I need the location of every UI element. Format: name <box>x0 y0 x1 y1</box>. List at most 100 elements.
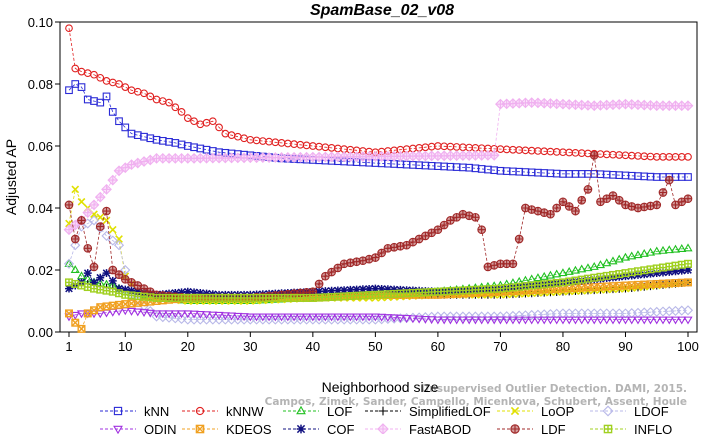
data-point <box>408 315 418 324</box>
data-point <box>70 234 80 244</box>
data-point <box>564 266 574 275</box>
legend-item: LDOF <box>590 404 669 419</box>
data-point <box>558 316 568 325</box>
data-point <box>570 265 581 274</box>
data-point <box>201 311 212 320</box>
data-point <box>89 262 99 272</box>
data-point <box>458 316 468 325</box>
legend-label: LDF <box>541 422 566 434</box>
legend-item: kNN <box>100 404 169 419</box>
data-point <box>346 285 355 294</box>
series-inflo <box>64 259 693 302</box>
data-point <box>677 266 686 275</box>
data-point <box>226 312 237 321</box>
data-point <box>64 258 74 267</box>
data-point <box>608 191 618 200</box>
data-point <box>277 313 287 322</box>
data-point <box>77 216 86 225</box>
y-tick-label: 0.10 <box>28 15 53 30</box>
data-point <box>521 203 530 213</box>
data-point <box>458 209 468 219</box>
x-axis-label: Neighborhood size <box>322 379 439 395</box>
data-point <box>683 316 693 325</box>
data-point <box>83 243 93 253</box>
data-point <box>165 98 173 107</box>
data-point <box>101 184 112 195</box>
data-point <box>63 224 75 236</box>
data-point <box>595 316 606 325</box>
data-point <box>315 287 324 296</box>
data-point <box>170 313 181 324</box>
data-point <box>383 314 393 323</box>
data-point <box>176 310 187 319</box>
series-kdeos <box>64 278 693 333</box>
data-point <box>308 313 318 322</box>
data-point <box>483 316 493 325</box>
data-point <box>346 258 355 268</box>
y-axis-label: Adjusted AP <box>3 139 19 215</box>
data-point <box>108 225 117 234</box>
data-point <box>383 243 393 253</box>
data-point <box>321 287 330 296</box>
data-point <box>489 316 499 325</box>
data-point <box>102 286 111 295</box>
data-point <box>602 316 612 325</box>
data-point <box>564 202 574 211</box>
data-point <box>133 308 143 317</box>
data-point <box>546 209 555 219</box>
data-point <box>684 278 693 287</box>
data-point <box>314 279 324 289</box>
data-point <box>189 310 199 319</box>
data-point <box>233 312 243 321</box>
data-point <box>570 316 581 325</box>
data-point <box>121 285 130 294</box>
data-point <box>151 310 162 319</box>
x-tick-label: 80 <box>556 339 570 354</box>
data-point <box>646 201 655 211</box>
data-point <box>558 197 568 207</box>
data-point <box>157 312 168 323</box>
data-point <box>527 205 537 214</box>
data-point <box>621 281 630 290</box>
data-point <box>652 269 661 278</box>
data-point <box>684 259 693 268</box>
data-point <box>71 318 80 327</box>
data-point <box>145 309 155 318</box>
data-point <box>140 89 148 98</box>
data-point <box>539 271 549 280</box>
data-point <box>108 108 117 116</box>
data-point <box>327 267 336 277</box>
data-point <box>671 267 680 276</box>
data-point <box>383 285 392 294</box>
data-point <box>595 260 606 269</box>
plot-frame <box>59 21 698 333</box>
data-point <box>163 312 175 323</box>
data-point <box>202 145 211 154</box>
data-point <box>302 313 312 322</box>
data-point <box>251 313 262 322</box>
watermark-line: Campos, Zimek, Sander, Campello, Micenko… <box>265 396 687 408</box>
data-point <box>221 129 230 138</box>
data-point <box>82 207 94 219</box>
data-point <box>158 310 168 319</box>
data-point <box>88 199 100 211</box>
data-point <box>183 287 192 296</box>
legend-label: COF <box>327 422 355 434</box>
data-point <box>313 151 325 163</box>
data-point <box>620 316 631 325</box>
data-point <box>652 200 662 210</box>
legend-label: FastABOD <box>409 422 471 434</box>
data-point <box>508 316 518 325</box>
data-point <box>402 315 412 323</box>
legend-item: COF <box>283 422 355 434</box>
data-point <box>289 313 299 322</box>
series-knn <box>65 80 692 181</box>
legend-label: LOF <box>327 404 352 419</box>
data-point <box>627 316 637 325</box>
data-point <box>614 254 624 263</box>
data-point <box>452 316 462 325</box>
data-point <box>371 253 380 262</box>
data-point <box>345 313 355 322</box>
data-point <box>158 97 167 105</box>
data-point <box>264 313 274 322</box>
